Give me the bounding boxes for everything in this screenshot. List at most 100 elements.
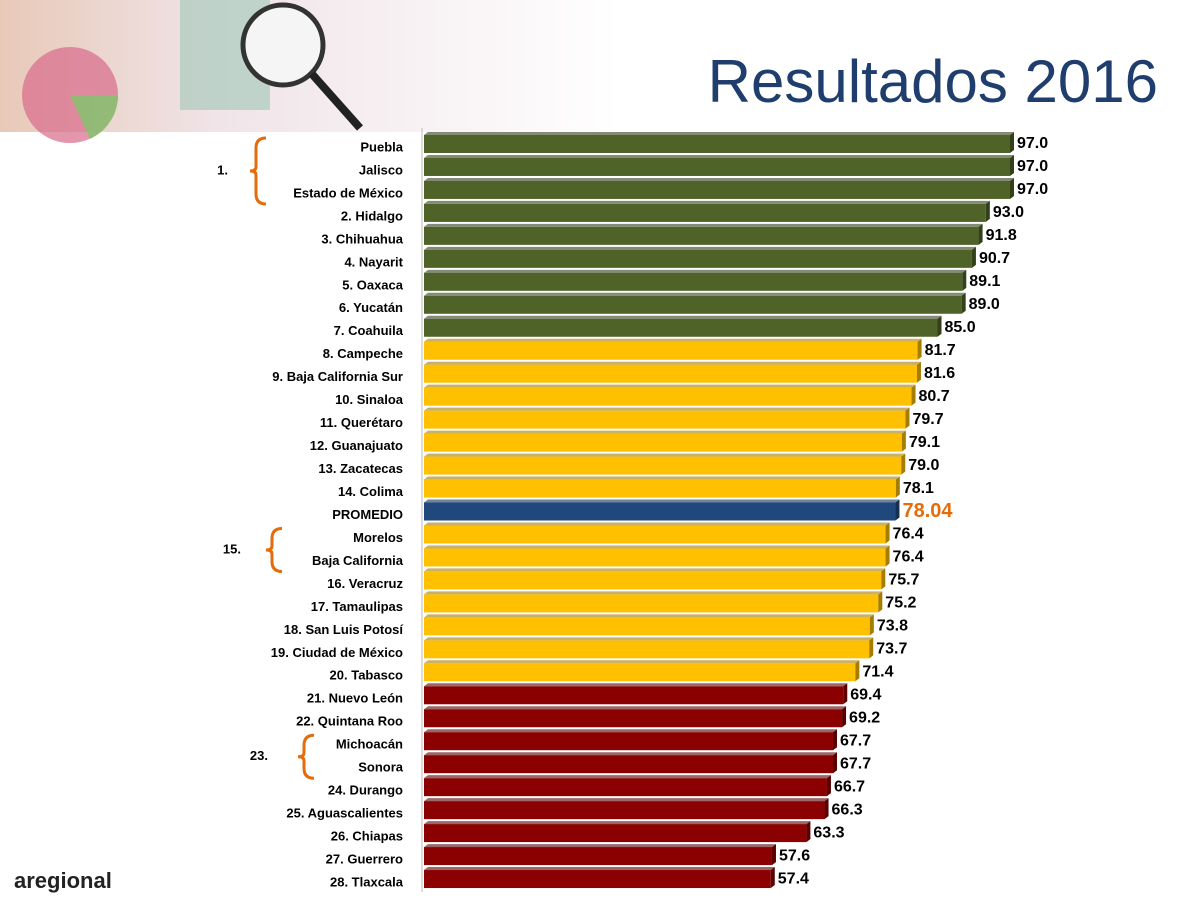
category-label: Jalisco (359, 162, 403, 177)
group-brace (297, 733, 315, 780)
bar (424, 433, 902, 452)
value-label: 90.7 (979, 250, 1010, 267)
bar-top (424, 269, 967, 273)
value-label: 66.7 (834, 778, 865, 795)
value-label: 71.4 (862, 664, 893, 681)
category-label: 16. Veracruz (327, 576, 403, 591)
bar-edge (832, 729, 837, 751)
value-label: 97.0 (1017, 135, 1048, 152)
value-label: 97.0 (1017, 181, 1048, 198)
category-label: 14. Colima (338, 484, 404, 499)
bar (424, 410, 906, 429)
bar-edge (1010, 177, 1014, 199)
bar-top (424, 591, 883, 595)
category-label: 8. Campeche (323, 346, 403, 361)
bar (424, 640, 870, 659)
bar-top (424, 476, 900, 480)
bar-edge (826, 775, 831, 797)
bar (424, 525, 886, 544)
value-label: 69.4 (850, 686, 881, 703)
bar (424, 755, 833, 774)
bar-top (424, 867, 775, 871)
bar-edge (1010, 154, 1014, 176)
value-label: 78.04 (902, 500, 953, 522)
value-label: 97.0 (1017, 158, 1048, 175)
bar-edge (771, 844, 776, 866)
value-label: 91.8 (986, 227, 1017, 244)
bar-top (424, 361, 921, 365)
bar (424, 778, 827, 797)
bar (424, 732, 833, 751)
group-label: 23. (250, 748, 268, 763)
bar (424, 548, 886, 567)
bar (424, 295, 962, 314)
bar (424, 571, 882, 590)
bar (424, 594, 879, 613)
value-label: 78.1 (903, 480, 934, 497)
value-label: 79.0 (908, 457, 939, 474)
category-label: 27. Guerrero (326, 852, 403, 867)
bar-edge (937, 315, 942, 337)
category-label: Puebla (360, 139, 403, 154)
bar-top (424, 798, 829, 802)
category-label: 13. Zacatecas (318, 461, 403, 476)
bar (424, 157, 1010, 176)
group-brace (249, 136, 267, 206)
bar (424, 663, 856, 682)
bar (424, 801, 825, 820)
value-label: 57.6 (779, 847, 810, 864)
value-label: 67.7 (840, 732, 871, 749)
bar-top (424, 637, 874, 641)
category-label: 3. Chihuahua (321, 231, 403, 246)
bar-edge (885, 545, 890, 567)
category-label: 11. Querétaro (320, 415, 403, 430)
bar-edge (961, 292, 966, 314)
value-label: 76.4 (893, 526, 924, 543)
bar-edge (916, 361, 921, 383)
bar-edge (971, 246, 976, 268)
bar-edge (843, 683, 848, 705)
value-label: 67.7 (840, 755, 871, 772)
magnifier-handle (309, 71, 363, 131)
value-label: 85.0 (945, 319, 976, 336)
brand-logo: aregional (14, 868, 112, 893)
bar (424, 272, 963, 291)
bar-edge (905, 407, 910, 429)
bar-edge (881, 568, 886, 590)
category-label: 4. Nayarit (344, 254, 403, 269)
category-label: 17. Tamaulipas (311, 599, 403, 614)
bar-top (424, 729, 837, 733)
bar-top (424, 246, 976, 250)
bar-edge (855, 660, 860, 682)
value-label: 81.6 (924, 365, 955, 382)
category-label: Sonora (358, 760, 404, 775)
bar (424, 870, 771, 889)
bar-top (424, 453, 906, 457)
category-label: 20. Tabasco (330, 668, 404, 683)
category-label: 18. San Luis Potosí (284, 622, 404, 637)
magnifier (240, 2, 326, 88)
bar (424, 318, 938, 337)
category-label: 19. Ciudad de México (271, 645, 403, 660)
bar (424, 479, 896, 498)
bar (424, 617, 870, 636)
category-label: 22. Quintana Roo (296, 714, 403, 729)
bar (424, 502, 896, 521)
value-label: 89.1 (969, 273, 1000, 290)
bar-top (424, 545, 890, 549)
bar-top (424, 821, 811, 825)
bar (424, 709, 843, 728)
bar-top (424, 292, 966, 296)
category-label: 25. Aguascalientes (286, 806, 403, 821)
bar-edge (917, 338, 922, 360)
bar-edge (911, 384, 916, 406)
category-label: Estado de México (293, 185, 403, 200)
value-label: 73.7 (876, 641, 907, 658)
bar (424, 456, 902, 475)
bar-top (424, 200, 990, 204)
bar-top (424, 223, 983, 227)
bar-edge (901, 430, 906, 452)
bar (424, 824, 807, 843)
bar (424, 249, 972, 268)
category-label: Morelos (353, 530, 403, 545)
